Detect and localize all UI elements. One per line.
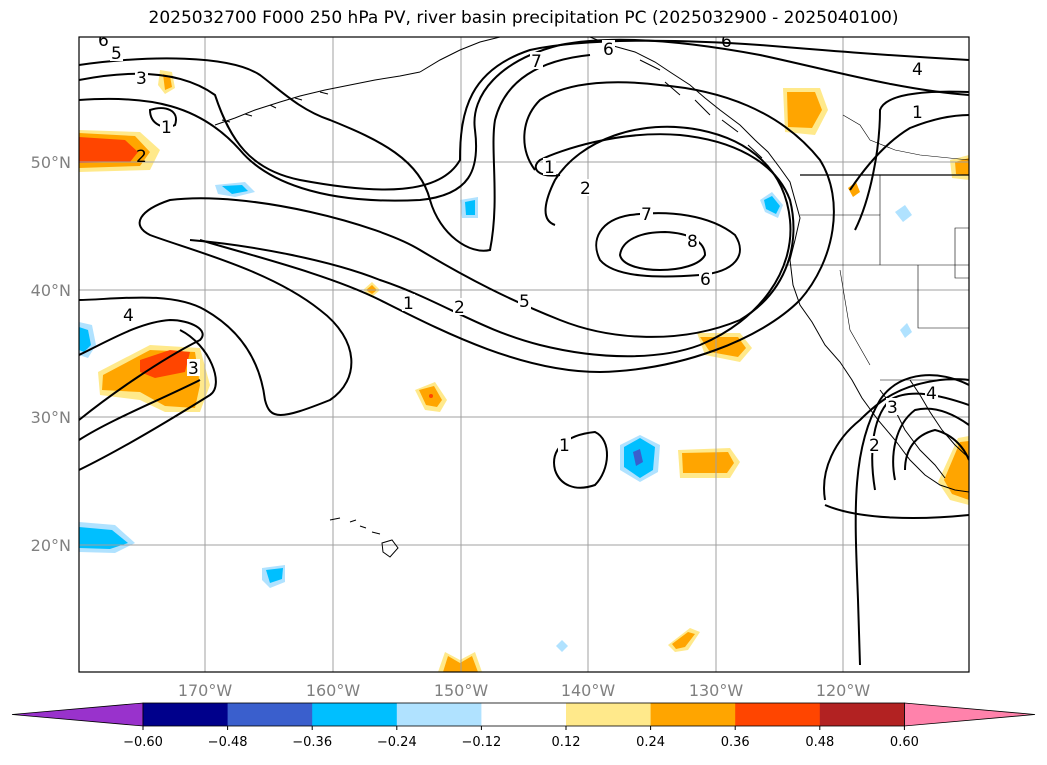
plot-frame	[78, 36, 970, 673]
colorbar-tick-label: −0.36	[292, 735, 332, 750]
colorbar-tick-label: 0.60	[890, 735, 919, 750]
longitude-labels: 170°W 160°W 150°W 140°W 130°W 120°W	[178, 681, 871, 700]
colorbar-cell	[650, 703, 736, 726]
lat-label: 20°N	[31, 536, 71, 555]
contour-label: 4	[926, 384, 937, 404]
contour-label: 5	[111, 44, 122, 64]
contour-label: 1	[403, 294, 414, 314]
colorbar-tick-label: 0.36	[721, 735, 750, 750]
contour-label: 4	[912, 60, 923, 80]
colorbar-tick-label: −0.48	[208, 735, 248, 750]
contour-label: 1	[912, 103, 923, 123]
contour-label: 2	[869, 436, 880, 456]
colorbar-outline	[142, 702, 905, 727]
colorbar-cell	[481, 703, 567, 726]
contour-label: 6	[721, 32, 732, 52]
pv-contours	[79, 38, 969, 666]
colorbar-cell	[143, 703, 229, 726]
colorbar-extend-min	[11, 702, 144, 727]
contour-label: 2	[454, 298, 465, 318]
contour-label: 5	[519, 292, 530, 312]
colorbar-cell	[735, 703, 821, 726]
contour-label: 3	[887, 398, 898, 418]
colorbar-tick-label: −0.12	[461, 735, 501, 750]
colorbar-cell	[312, 703, 398, 726]
colorbar-tick-label: 0.48	[805, 735, 834, 750]
contour-label: 7	[531, 52, 542, 72]
map-title: 2025032700 F000 250 hPa PV, river basin …	[148, 8, 899, 28]
contour-label: 2	[136, 147, 147, 167]
lon-label: 140°W	[561, 681, 616, 700]
lat-label: 40°N	[31, 281, 71, 300]
contour-label: 4	[123, 306, 134, 326]
colorbar-extend-max	[904, 702, 1036, 727]
colorbar: −0.60 −0.48 −0.36 −0.24 −0.12 0.12 0.24 0.36 0.4…	[11, 702, 1036, 750]
contour-label: 6	[98, 31, 109, 51]
latitude-labels: 50°N 40°N 30°N 20°N	[31, 153, 71, 555]
contour-label: 1	[544, 158, 555, 178]
contour-label: 7	[641, 205, 652, 225]
contour-label: 2	[580, 179, 591, 199]
lon-label: 170°W	[178, 681, 233, 700]
lon-label: 120°W	[816, 681, 871, 700]
lon-label: 150°W	[434, 681, 489, 700]
colorbar-tick-label: −0.24	[377, 735, 417, 750]
colorbar-cell	[227, 703, 313, 726]
contour-labels: 6 5 3 1 2 7 6 6 4 1 1 2 7 8 6	[97, 31, 938, 456]
lat-label: 30°N	[31, 408, 71, 427]
colorbar-tick-label: 0.24	[636, 735, 665, 750]
contour-label: 6	[603, 40, 614, 60]
contour-label: 1	[559, 436, 570, 456]
contour-label: 3	[188, 359, 199, 379]
contour-label: 1	[161, 118, 172, 138]
lat-label: 50°N	[31, 153, 71, 172]
colorbar-cell	[819, 703, 905, 726]
colorbar-tick-label: −0.60	[123, 735, 163, 750]
lon-label: 130°W	[689, 681, 744, 700]
colorbar-cell	[396, 703, 482, 726]
contour-label: 6	[700, 270, 711, 290]
contour-label: 3	[136, 69, 147, 89]
lon-label: 160°W	[306, 681, 361, 700]
colorbar-cell	[566, 703, 652, 726]
contour-label: 8	[687, 232, 698, 252]
precip-shading	[79, 70, 969, 672]
colorbar-tick-label: 0.12	[552, 735, 581, 750]
